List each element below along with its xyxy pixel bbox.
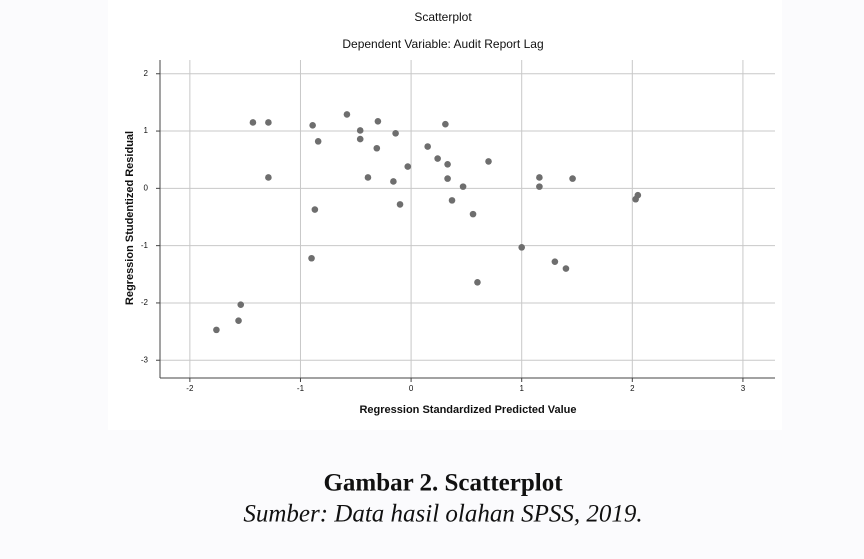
point bbox=[562, 265, 570, 272]
y-tick-label: -3 bbox=[141, 355, 149, 364]
point bbox=[469, 210, 477, 218]
point bbox=[308, 254, 315, 262]
point bbox=[356, 135, 364, 143]
point bbox=[309, 122, 316, 129]
point bbox=[536, 183, 543, 190]
y-tick-label: 2 bbox=[144, 69, 149, 78]
point bbox=[265, 119, 272, 126]
point bbox=[444, 175, 451, 182]
point bbox=[343, 111, 351, 118]
x-tick-label: -2 bbox=[186, 384, 194, 393]
y-tick-label: -2 bbox=[141, 298, 149, 307]
point bbox=[434, 155, 441, 162]
x-tick-label: 0 bbox=[409, 384, 414, 393]
x-tick-label: 3 bbox=[741, 384, 746, 393]
x-tick-label: -1 bbox=[297, 384, 305, 393]
chart-panel bbox=[108, 0, 782, 430]
point bbox=[424, 143, 431, 150]
point bbox=[373, 144, 381, 152]
x-tick-label: 1 bbox=[519, 384, 524, 393]
point bbox=[569, 175, 576, 182]
y-tick-label: -1 bbox=[141, 241, 149, 250]
point bbox=[536, 174, 543, 181]
y-tick-label: 0 bbox=[144, 183, 149, 192]
caption-title: Gambar 2. Scatterplot bbox=[323, 470, 563, 497]
x-tick-label: 2 bbox=[630, 384, 635, 393]
point bbox=[444, 160, 451, 168]
point bbox=[364, 174, 372, 181]
point bbox=[213, 326, 220, 334]
point bbox=[485, 158, 492, 165]
caption-source: Sumber: Data hasil olahan SPSS, 2019. bbox=[243, 501, 642, 528]
point bbox=[265, 174, 272, 181]
point bbox=[235, 317, 242, 325]
point bbox=[396, 201, 404, 208]
point bbox=[390, 178, 397, 185]
point bbox=[551, 258, 559, 265]
point bbox=[634, 191, 642, 199]
point bbox=[404, 163, 412, 170]
point bbox=[474, 279, 481, 286]
chart-title: Scatterplot bbox=[414, 10, 472, 24]
point bbox=[374, 118, 382, 125]
point bbox=[518, 244, 525, 251]
point bbox=[459, 183, 467, 190]
point bbox=[311, 206, 319, 213]
y-axis-label: Regression Studentized Residual bbox=[124, 131, 136, 305]
point bbox=[314, 138, 322, 145]
point bbox=[237, 301, 245, 308]
chart-subtitle: Dependent Variable: Audit Report Lag bbox=[342, 37, 543, 51]
point bbox=[356, 127, 364, 134]
point bbox=[249, 119, 257, 126]
point bbox=[392, 130, 399, 137]
point bbox=[442, 120, 449, 128]
y-tick-label: 1 bbox=[144, 126, 149, 135]
x-axis-label: Regression Standardized Predicted Value bbox=[359, 404, 576, 416]
point bbox=[448, 197, 456, 204]
